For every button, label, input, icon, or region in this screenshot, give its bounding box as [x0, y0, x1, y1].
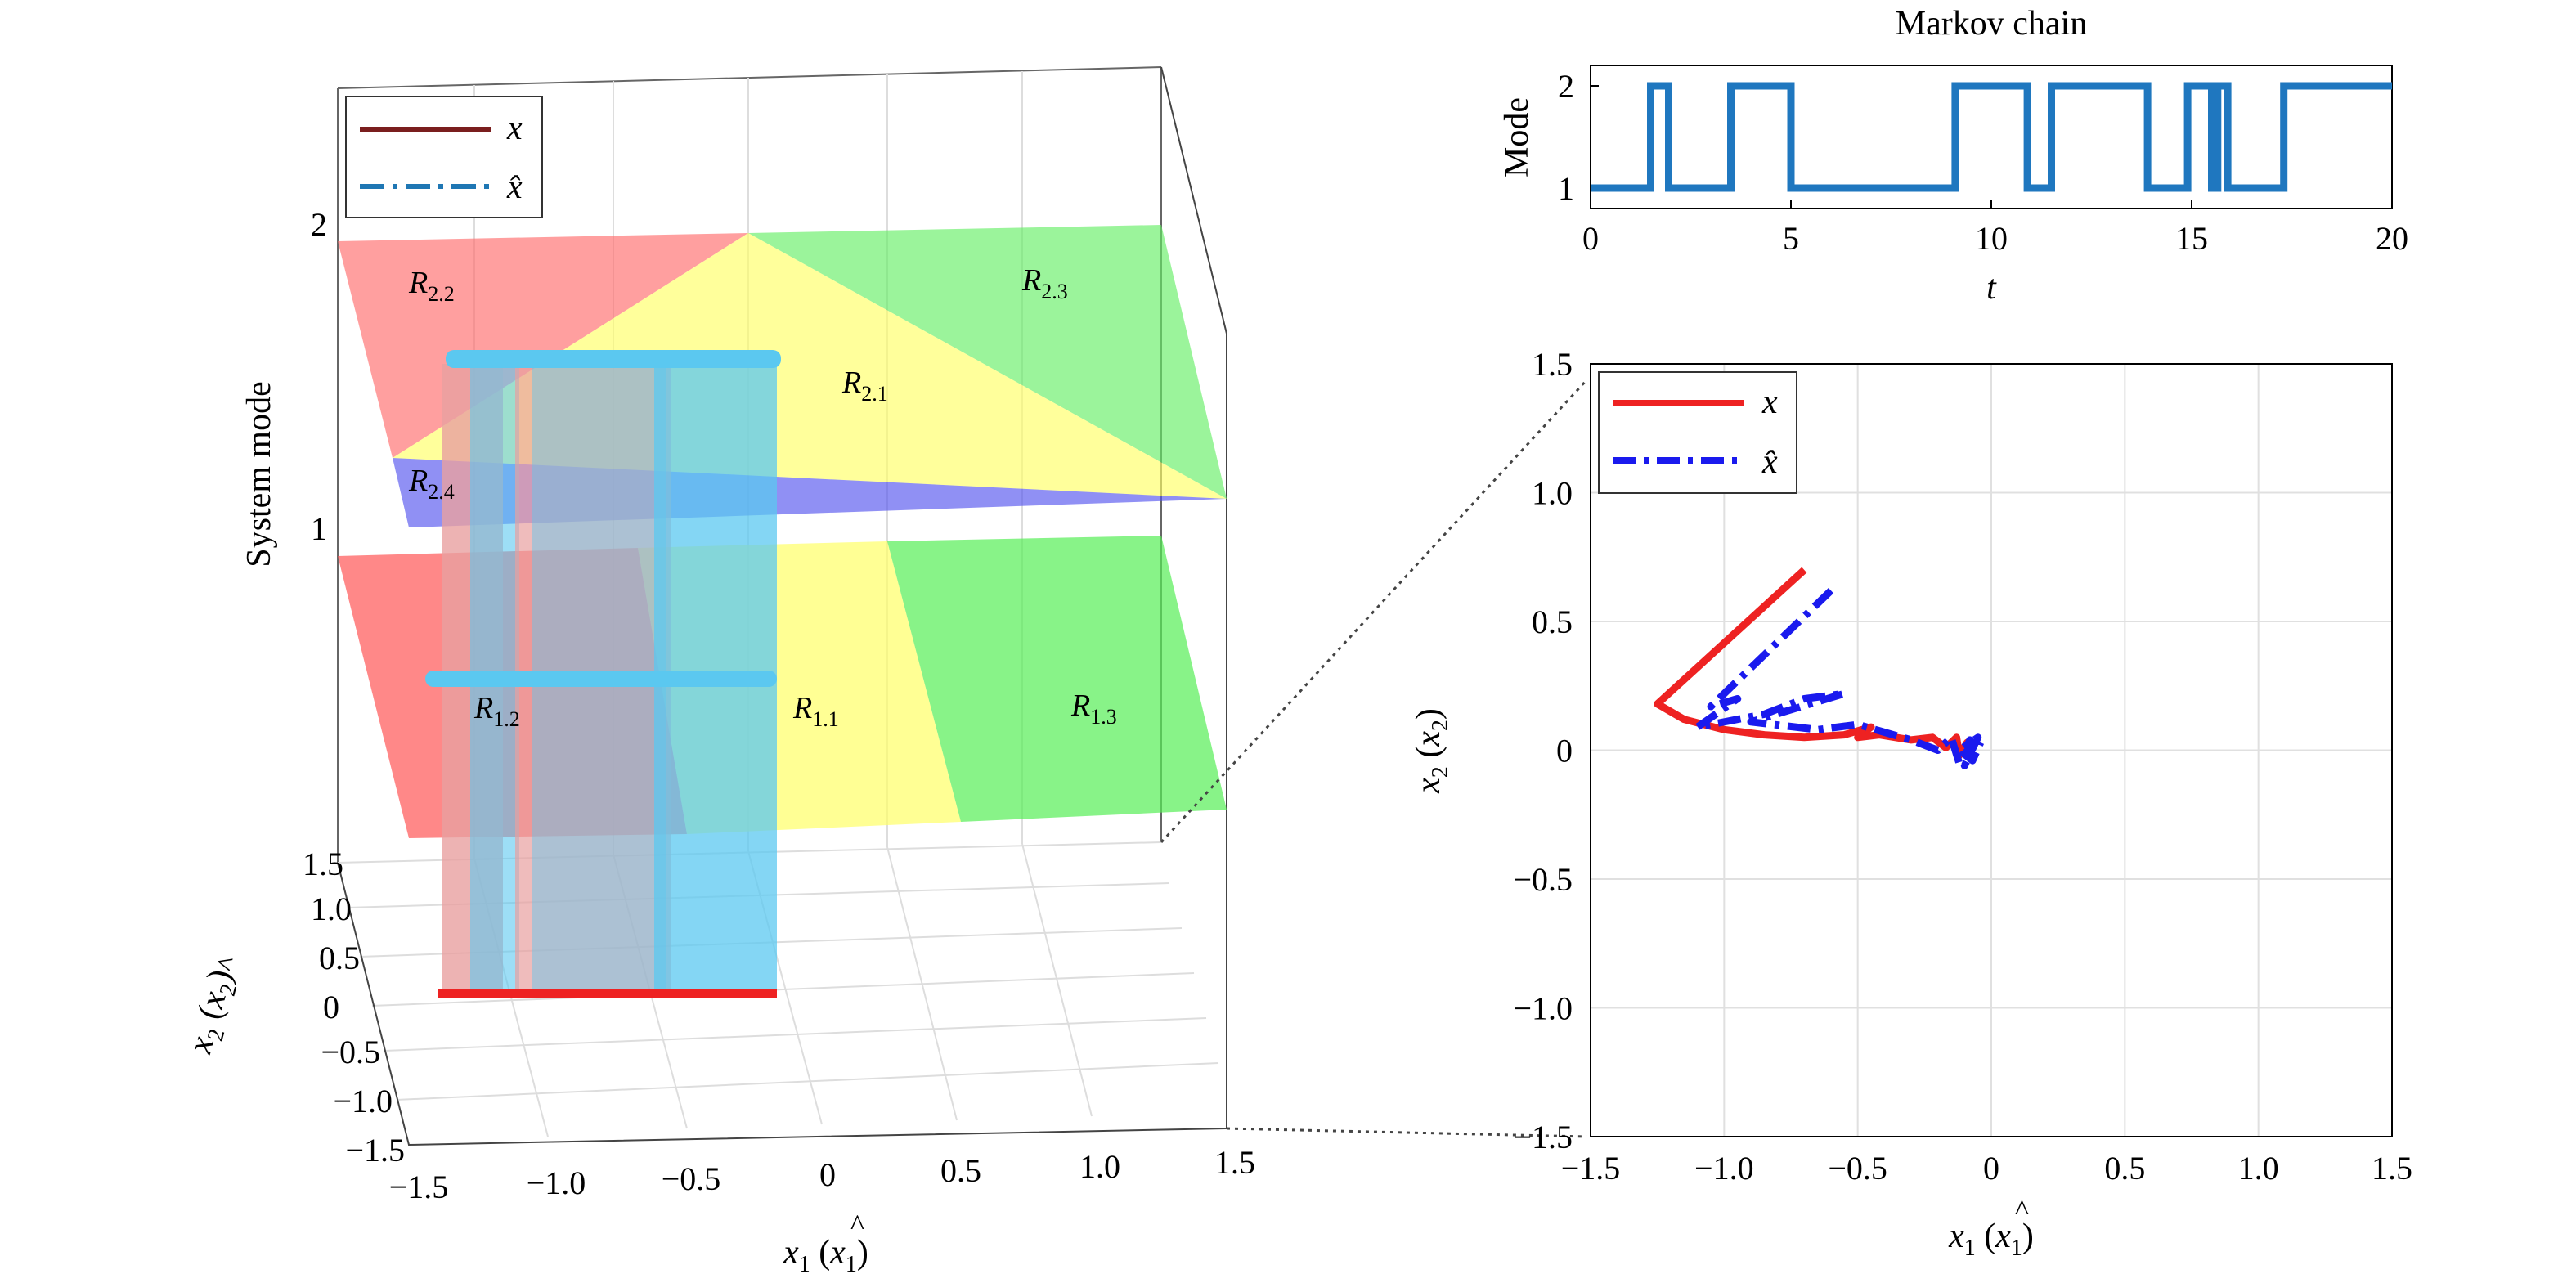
- phase-y-tick-label: −1.0: [1513, 990, 1573, 1027]
- phase-y-tick-label: 0.5: [1532, 603, 1573, 640]
- y-axis-ticks-3d: 1.5 1.0 0.5 0 −0.5 −1.0 −1.5: [303, 846, 405, 1169]
- markov-ylabel: Mode: [1498, 97, 1536, 177]
- markov-x-tick-label: 0: [1582, 220, 1599, 257]
- markov-plot: Markov chain 0 5 10 15 20 1 2 t Mode: [1498, 5, 2408, 307]
- x-tick-3d: 1.0: [1079, 1148, 1120, 1185]
- phase-y-tick-label: −1.5: [1513, 1119, 1573, 1155]
- z-tick-2: 2: [311, 206, 327, 243]
- phase-xlabel-hat: ^: [2015, 1194, 2029, 1227]
- z-axis-label: System mode: [240, 381, 278, 567]
- phase-x-tick-label: 0.5: [2104, 1150, 2145, 1187]
- markov-x-tick-label: 15: [2175, 220, 2208, 257]
- x-axis-label-3d: x1 (x1): [783, 1234, 868, 1277]
- markov-x-tick-label: 20: [2376, 220, 2408, 257]
- y-tick-3d: −1.0: [333, 1083, 393, 1119]
- y-tick-3d: 0.5: [319, 940, 360, 976]
- x-tick-3d: 0: [819, 1156, 836, 1193]
- region-R2.3: [748, 225, 1227, 499]
- legend-phase-x-label: x: [1761, 384, 1778, 421]
- zoom-connector-top: [1160, 379, 1588, 844]
- markov-x-tick-label: 10: [1975, 220, 2008, 257]
- phase-ylabel: x2 (x2): [1410, 708, 1453, 794]
- label-R2.4: R2.4: [408, 464, 455, 504]
- label-R1.3: R1.3: [1070, 689, 1117, 729]
- box-top-edge: [337, 66, 1162, 89]
- region-labels: R2.2 R2.3 R2.1 R2.4 R1.2 R1.1 R1.3: [408, 263, 1117, 731]
- y-tick-3d: −1.5: [345, 1132, 405, 1169]
- phase-y-tick-label: −0.5: [1513, 861, 1573, 898]
- label-R1.1: R1.1: [792, 691, 839, 731]
- x-tick-3d: 1.5: [1214, 1144, 1255, 1181]
- y-tick-3d: 0: [323, 989, 339, 1025]
- zoom-connector-bottom: [1226, 1127, 1587, 1138]
- xhat-mode1-top: [425, 671, 777, 687]
- x-axis-ticks-3d: −1.5 −1.0 −0.5 0 0.5 1.0 1.5: [389, 1144, 1255, 1205]
- phase-x-tick-label: 1.0: [2238, 1150, 2279, 1187]
- phase-ticks: −1.5 −1.0 −0.5 0 0.5 1.0 1.5 1.5 1.0 0.5 0 −0.5 −1.0…: [1513, 346, 2412, 1187]
- label-R2.1: R2.1: [841, 366, 888, 406]
- phase-x-tick-label: −0.5: [1828, 1150, 1887, 1187]
- floor-front-edge: [337, 862, 1227, 1146]
- phase-plot: −1.5 −1.0 −0.5 0 0.5 1.0 1.5 1.5 1.0 0.5 0 −0.5 −1.0…: [1410, 346, 2412, 1261]
- legend-3d: x x̂: [345, 96, 543, 218]
- phase-x-tick-label: 0: [1983, 1150, 1999, 1187]
- phase-y-tick-label: 0: [1556, 733, 1573, 769]
- plot3d: R2.2 R2.3 R2.1 R2.4 R1.2 R1.1 R1.3 2 1 S…: [182, 66, 1255, 1277]
- x-tick-3d: −0.5: [662, 1160, 721, 1197]
- markov-y-tick-label: 2: [1558, 68, 1574, 105]
- x-tick-3d: −1.0: [527, 1164, 586, 1201]
- y-tick-3d: −0.5: [321, 1034, 380, 1070]
- legend-3d-box: [345, 96, 543, 218]
- xhat-mode2-top: [446, 350, 781, 368]
- y-tick-3d: 1.5: [303, 846, 343, 882]
- markov-x-tick-label: 5: [1783, 220, 1799, 257]
- y-axis-label-3d: x2 (x2): [182, 966, 245, 1060]
- phase-x-tick-label: −1.5: [1561, 1150, 1621, 1187]
- region-R2.2: [338, 233, 748, 458]
- y-tick-3d: 1.0: [311, 890, 352, 927]
- legend-phase-box: [1598, 371, 1797, 494]
- legend-3d-x-label: x: [506, 110, 523, 147]
- z-tick-1: 1: [311, 510, 327, 547]
- label-R2.3: R2.3: [1021, 263, 1068, 303]
- region-R1.3: [887, 536, 1227, 822]
- legend-phase-xhat-label: x̂: [1761, 443, 1778, 481]
- phase-x-tick-label: 1.5: [2372, 1150, 2412, 1187]
- phase-series-x: [1654, 567, 1974, 760]
- markov-series-line: [1591, 82, 2392, 192]
- trajectory-columns: [425, 350, 781, 998]
- label-R2.2: R2.2: [408, 266, 455, 306]
- markov-ticks: 0 5 10 15 20 1 2: [1558, 68, 2408, 257]
- markov-title: Markov chain: [1896, 5, 2087, 43]
- label-R1.2: R1.2: [473, 691, 520, 731]
- phase-xlabel: x1 (x1): [1948, 1218, 2034, 1261]
- box-right-slant-edge: [1160, 66, 1227, 1128]
- phase-y-tick-label: 1.0: [1532, 475, 1573, 512]
- legend-phase: x x̂: [1598, 371, 1797, 494]
- x-tick-3d: −1.5: [389, 1169, 449, 1205]
- markov-y-tick-label: 1: [1558, 170, 1574, 207]
- markov-xlabel: t: [1986, 269, 1997, 307]
- legend-3d-xhat-label: x̂: [506, 168, 523, 206]
- phase-axes-box: [1590, 363, 2393, 1137]
- phase-series-xhat: [1694, 587, 1985, 769]
- phase-x-tick-label: −1.0: [1694, 1150, 1754, 1187]
- x-tick-3d: 0.5: [940, 1152, 981, 1189]
- x-axis-label-hat-3d: ^: [850, 1209, 864, 1241]
- phase-y-tick-label: 1.5: [1532, 346, 1573, 383]
